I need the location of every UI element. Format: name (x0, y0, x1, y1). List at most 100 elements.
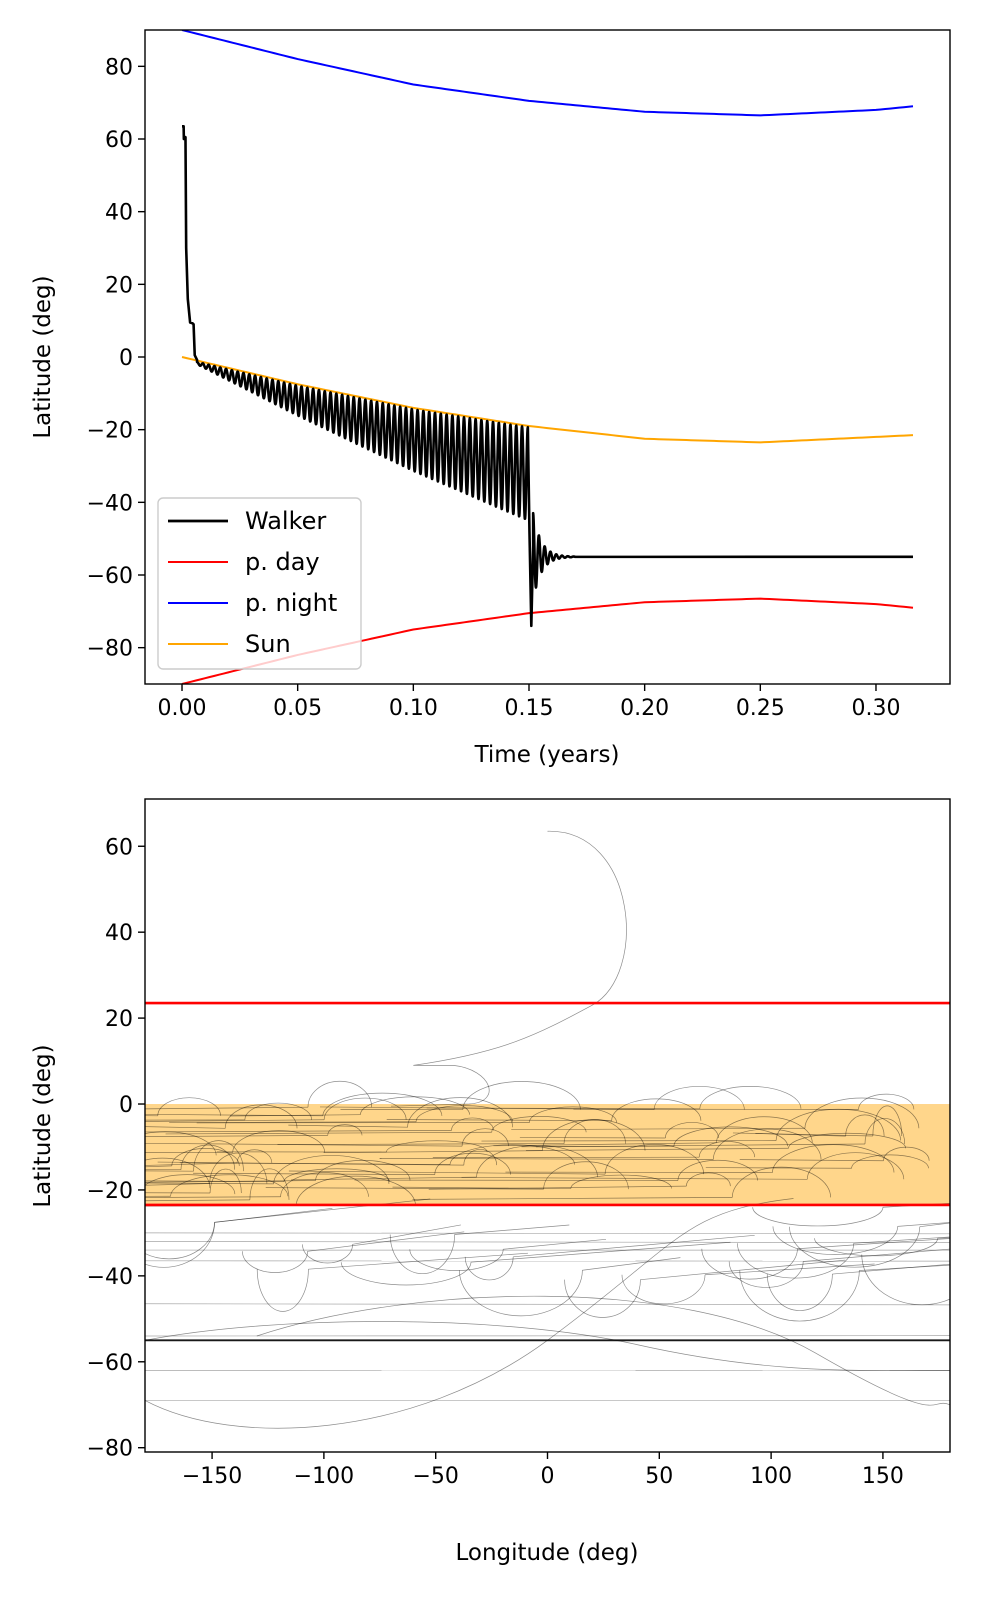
walker-track-segment (295, 1175, 416, 1206)
legend-label: p. night (245, 589, 337, 617)
walker-track-segment (145, 1119, 325, 1122)
walker-track-segment (859, 1264, 950, 1271)
walker-track-segment (145, 1180, 285, 1183)
walker-track-segment (288, 1124, 408, 1128)
walker-track-segment (392, 1186, 571, 1189)
walker-track-segment (883, 1146, 930, 1161)
walker-track-segment (699, 1086, 802, 1109)
walker-track-segment (604, 1144, 705, 1175)
x-tick-label: 100 (750, 1464, 792, 1489)
y-tick-label: 60 (105, 835, 133, 860)
y-tick-label: 20 (105, 273, 133, 298)
walker-track-segment (256, 1269, 309, 1312)
walker-track-segment (319, 1106, 655, 1110)
walker-track-segment (145, 1192, 211, 1194)
x-tick-label: 0.10 (389, 696, 438, 721)
walker-track-segment (145, 1199, 250, 1202)
walker-track-segment (193, 1172, 435, 1176)
walker-track-segment (481, 1140, 777, 1142)
walker-track-segment (409, 1249, 504, 1271)
walker-track-segment (806, 1152, 905, 1180)
walker-track-segment (698, 1141, 756, 1158)
walker-track-segment (157, 1161, 464, 1166)
walker-track-segment (280, 1172, 369, 1197)
walker-track-segment (145, 1115, 158, 1117)
walker-track-segment (360, 1096, 470, 1115)
walker-track-segment (476, 1145, 598, 1178)
walker-track-segment (386, 1140, 488, 1153)
time-latitude-chart: 0.00 0.05 0.10 0.15 0.20 0.25 0.30 −80 −60 −40 −20… (30, 29, 951, 768)
walker-track-segment (755, 1133, 846, 1137)
walker-track-segment (180, 1144, 236, 1170)
walker-track-segment (249, 1168, 290, 1200)
walker-track-segment (145, 1165, 172, 1168)
y-tick-label: 60 (105, 128, 133, 153)
walker-track-segment (315, 1160, 411, 1181)
walker-track-segment (982, 1236, 1000, 1255)
walker-track-segment (145, 1198, 794, 1429)
walker-track-segment (145, 1180, 316, 1183)
walker-track-segment (459, 1270, 583, 1317)
walker-track-segment (426, 1107, 700, 1110)
walker-track-segment (193, 1140, 244, 1172)
walker-track-segment (145, 1135, 328, 1137)
walker-track-segment (511, 1127, 805, 1131)
walker-track-segment (244, 1102, 312, 1120)
walker-track-segment (864, 1118, 906, 1144)
walker-track-segment (145, 1183, 210, 1186)
walker-track-segment (521, 1145, 674, 1148)
walker-track-segment (273, 1155, 390, 1184)
walker-track-segment (789, 1226, 921, 1268)
x-axis-label: Longitude (deg) (455, 1540, 638, 1566)
walker-track-segment (788, 1132, 907, 1149)
walker-track-segment (307, 1080, 372, 1108)
walker-track-segment (308, 1252, 529, 1270)
walker-track-segment (582, 1257, 681, 1271)
x-tick-label: −150 (182, 1464, 242, 1489)
walker-track-segment (872, 1105, 903, 1136)
walker-track-segment (919, 1222, 950, 1228)
walker-track-segment (145, 1241, 950, 1243)
longitude-latitude-chart: −150 −100 −50 0 50 100 150−80−60−40−200204060 … (0, 798, 1000, 1566)
legend: Walker p. day p. night Sun (157, 497, 362, 670)
walker-track-segment (224, 1104, 298, 1129)
walker-track-segment (621, 1274, 706, 1305)
walker-track-segment (464, 1256, 514, 1281)
walker-track-segment (470, 1241, 731, 1263)
walker-track-segment (145, 1162, 238, 1166)
walker-track-segment (752, 1207, 884, 1227)
x-tick-label: 0.00 (158, 696, 207, 721)
x-tick-label: 0.30 (851, 696, 900, 721)
walker-track-segment (169, 1121, 417, 1124)
walker-track-segment (407, 1097, 513, 1128)
walker-track-segment (322, 1092, 443, 1116)
y-tick-label: −40 (87, 1265, 133, 1290)
walker-track-segment (145, 1174, 236, 1195)
walker-track-segment (145, 1113, 323, 1117)
walker-track-segment (145, 1232, 950, 1235)
walker-track-segment (379, 1158, 714, 1160)
walker-track-segment (851, 1154, 929, 1169)
walker-track-segment (804, 1097, 920, 1129)
walker-track-segment (145, 1222, 215, 1260)
walker-track-segment (525, 1147, 789, 1151)
walker-track-segment (728, 1261, 804, 1288)
walker-track-segment (145, 1303, 950, 1306)
walker-track-segment (503, 1238, 607, 1250)
walker-track-segment (145, 1222, 215, 1268)
walker-track-segment (209, 1168, 242, 1193)
walker-track-segment (814, 1238, 938, 1257)
walker-track-segment (535, 1143, 865, 1148)
walker-track-segment (653, 1086, 745, 1110)
walker-track-segment (145, 1142, 463, 1147)
y-tick-label: 0 (119, 346, 133, 371)
walker-track-segment (737, 1243, 855, 1279)
x-tick-label: 50 (645, 1464, 673, 1489)
x-tick-label: 0.05 (273, 696, 322, 721)
x-axis-label: Time (years) (474, 742, 620, 768)
walker-track-segment (732, 1132, 873, 1137)
walker-track-segment (0, 1153, 114, 1156)
x-tick-label: 0.20 (620, 696, 669, 721)
walker-track-segment (307, 1231, 465, 1252)
walker-track-segment (513, 1234, 755, 1258)
